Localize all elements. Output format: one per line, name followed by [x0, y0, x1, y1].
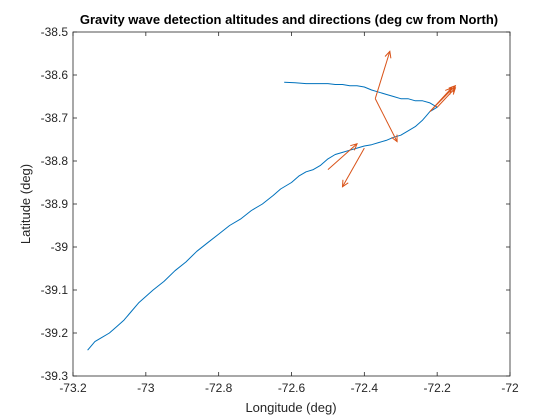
y-axis: -39.3 -39.2 -39.1 -39 -38.9 -38.8 -38.7 -38.6 -3… — [41, 25, 510, 383]
x-tick-label: -73 — [137, 381, 155, 395]
arrow-head — [341, 179, 349, 188]
arrow-shaft — [436, 87, 456, 108]
arrow-shaft — [374, 51, 391, 99]
direction-arrow — [327, 143, 358, 170]
y-tick-label: -39 — [51, 240, 69, 254]
arrow-head — [350, 143, 358, 151]
plot-area — [72, 31, 511, 377]
arrow-shaft — [327, 143, 358, 170]
y-tick-label: -38.6 — [41, 68, 69, 82]
y-tick-label: -38.8 — [41, 154, 69, 168]
x-tick-label: -72.2 — [423, 381, 451, 395]
x-tick-label: -72 — [501, 381, 519, 395]
y-tick-label: -38.5 — [41, 25, 69, 39]
x-tick-label: -72.4 — [351, 381, 379, 395]
arrow-head — [391, 134, 398, 143]
direction-arrow — [374, 98, 398, 143]
arrow-shaft — [374, 98, 398, 142]
arrow-shaft — [342, 147, 365, 188]
x-axis-label: Longitude (deg) — [245, 400, 336, 415]
x-tick-label: -73.2 — [59, 381, 87, 395]
direction-arrow — [374, 50, 392, 99]
x-tick-label: -72.8 — [205, 381, 233, 395]
y-tick-label: -38.7 — [41, 111, 69, 125]
arrow-head — [384, 50, 392, 59]
y-tick-label: -39.2 — [41, 326, 69, 340]
direction-arrow — [341, 147, 365, 188]
arrow-head — [445, 87, 453, 95]
x-tick-label: -72.6 — [278, 381, 306, 395]
y-axis-label: Latitude (deg) — [18, 164, 33, 244]
chart-title: Gravity wave detection altitudes and dir… — [80, 12, 498, 27]
y-tick-label: -39.1 — [41, 283, 69, 297]
x-axis: -73.2 -73 -72.8 -72.6 -72.4 -72.2 -72 — [59, 32, 519, 395]
arrow-layer — [327, 50, 457, 188]
direction-arrow — [436, 87, 457, 108]
arrow-head — [448, 87, 457, 95]
axes-box — [72, 31, 511, 377]
y-tick-label: -39.3 — [41, 369, 69, 383]
y-tick-label: -38.9 — [41, 197, 69, 211]
